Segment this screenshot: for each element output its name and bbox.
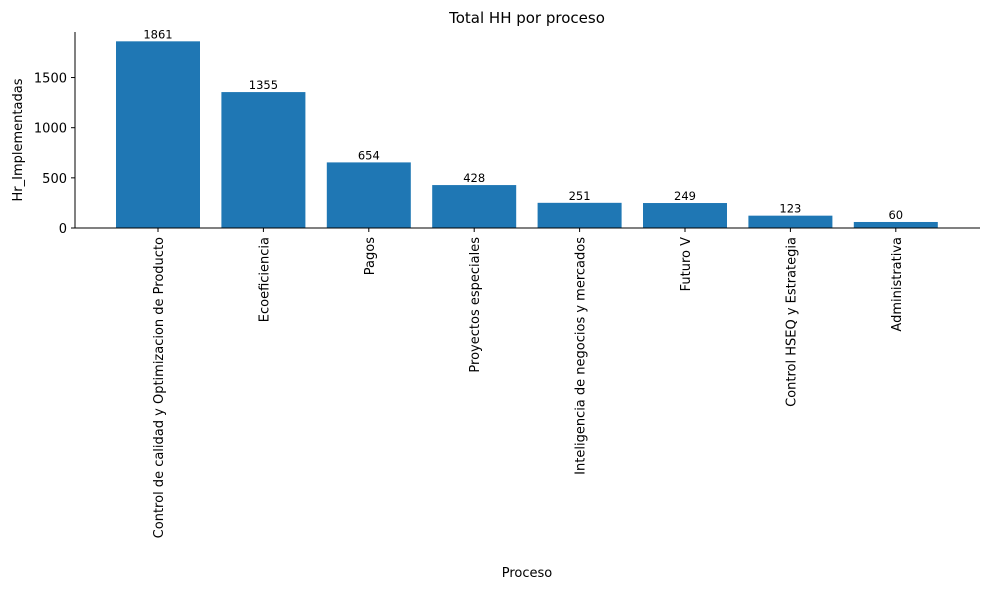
bar — [643, 203, 727, 228]
x-tick-label: Pagos — [363, 237, 378, 275]
bar-value-label: 123 — [779, 202, 801, 216]
chart-title: Total HH por proceso — [448, 9, 605, 27]
y-tick-label: 1000 — [34, 122, 67, 137]
x-tick-label: Control de calidad y Optimizacion de Pro… — [152, 237, 167, 538]
bar-value-label: 249 — [674, 189, 696, 203]
bar-value-label: 60 — [888, 208, 903, 222]
bar — [432, 185, 517, 228]
bar — [221, 92, 306, 229]
bar — [748, 215, 833, 228]
bar-value-label: 1861 — [143, 27, 172, 41]
x-tick-label: Futuro V — [679, 237, 694, 291]
bars-group — [116, 41, 938, 229]
x-tick-label: Ecoeficiencia — [257, 237, 272, 322]
bar — [537, 202, 622, 228]
bar — [326, 162, 411, 228]
bar-value-label: 654 — [358, 148, 380, 162]
x-ticks-group: Control de calidad y Optimizacion de Pro… — [152, 228, 905, 538]
y-axis-label: Hr_Implementadas — [11, 78, 26, 201]
x-tick-label: Inteligencia de negocios y mercados — [574, 237, 589, 475]
x-tick-label: Administrativa — [890, 237, 905, 332]
bar-value-label: 1355 — [249, 78, 278, 92]
bar-value-label: 428 — [463, 171, 485, 185]
bar — [116, 41, 200, 229]
x-axis-label: Proceso — [502, 566, 553, 581]
y-tick-label: 500 — [42, 172, 67, 187]
y-ticks-group: 0 500 1000 1500 — [34, 72, 75, 237]
data-labels-group: 1861 1355 654 428 251 249 123 60 — [143, 27, 903, 222]
bar — [853, 221, 938, 228]
y-tick-label: 1500 — [34, 72, 67, 87]
y-tick-label: 0 — [59, 222, 67, 237]
x-tick-label: Control HSEQ y Estrategia — [784, 237, 799, 407]
x-tick-label: Proyectos especiales — [468, 237, 483, 373]
bar-value-label: 251 — [569, 189, 591, 203]
